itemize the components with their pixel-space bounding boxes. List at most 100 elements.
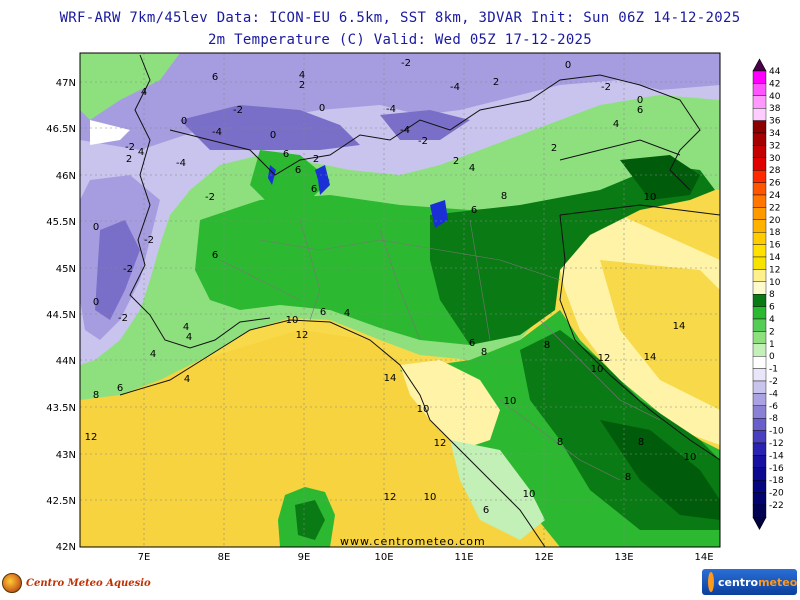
ring-logo-icon [708,572,714,592]
colorbar-swatch [752,157,767,171]
lat-label: 46N [56,171,76,182]
colorbar-swatch [752,418,767,431]
colorbar-label: 38 [769,104,781,114]
swiss-plateau-green [80,53,180,120]
lon-label: 7E [138,552,151,563]
contour-label: 6 [469,338,475,349]
contour-label: 0 [181,116,187,127]
lake-como [315,165,330,195]
contour-label: 10 [417,404,430,415]
right-logo-text-b: meteo [758,575,798,589]
contour-labels: -26 42 -4 200-2460-2-404-4-2-4-26242024-4-2… [85,58,697,516]
contour-label: -4 [176,158,186,169]
lat-label: 44N [56,356,76,367]
right-logo-text: centrometeo [718,576,797,589]
left-logo-text: Centro Meteo Aquesio [26,577,151,589]
colorbar: 4442403836343230282624222018161412108642… [752,58,784,531]
contour-label: 0 [565,60,571,71]
temperature-field: -26 42 -4 200-2460-2-404-4-2-4-26242024-4-2… [80,53,720,548]
colorbar-swatch [752,281,767,295]
colorbar-label: -6 [769,402,778,412]
colorbar-label: -4 [769,389,778,399]
tuscany-light [400,360,500,450]
lake-geneva-white [90,120,130,145]
contour-label: 0 [93,222,99,233]
contour-label: 4 [613,119,619,130]
contour-label: 10 [286,315,299,326]
colorbar-swatch [752,343,767,357]
colorbar-label: 12 [769,265,780,275]
contour-label: 10 [424,492,437,503]
lat-label: 43N [56,450,76,461]
contour-label: 8 [625,472,631,483]
contour-label: 6 [212,72,218,83]
lon-label: 8E [218,552,231,563]
contour-label: 6 [483,505,489,516]
contour-label: 6 [295,165,301,176]
colorbar-label: 16 [769,241,781,251]
colorbar-label: 0 [769,352,775,362]
centro-meteo-aquesio-logo: Centro Meteo Aquesio [2,570,151,596]
lat-label: 47N [56,78,76,89]
country-borders [129,54,701,349]
contour-label: -2 [418,136,428,147]
colorbar-swatch [752,380,767,394]
colorbar-swatch [752,107,767,121]
contour-label: 6 [283,149,289,160]
contour-label: 4 [186,332,192,343]
contour-label: 12 [598,353,611,364]
contour-label: 10 [684,452,697,463]
colorbar-label: 36 [769,117,781,127]
contour-label: 6 [320,307,326,318]
contour-label: 8 [501,191,507,202]
contour-label: 6 [637,105,643,116]
colorbar-swatch [752,467,767,481]
colorbar-label: -10 [769,427,784,437]
colorbar-swatch [752,368,767,382]
longitude-labels: 7E 8E 9E 10E 11E 12E 13E 14E [138,552,714,563]
contour-label: 8 [638,437,644,448]
colorbar-label: -16 [769,464,784,474]
colorbar-swatch [752,356,767,369]
lakes-region-green [250,150,330,205]
contour-label: 4 [183,322,189,333]
colorbar-label: -1 [769,365,778,375]
latitude-labels: 47N 46.5N 46N 45.5N 45N 44.5N 44N 43.5N … [46,78,76,553]
lon-label: 11E [454,552,473,563]
colorbar-swatch [752,480,767,493]
contour-label: 0 [319,103,325,114]
colorbar-swatch [752,244,767,258]
plot-frame [79,52,721,548]
contour-label: 2 [453,156,459,167]
contour-label: 14 [644,352,657,363]
colorbar-label: 8 [769,290,775,300]
abruzzo-deep [600,420,720,520]
colorbar-swatch [752,442,767,456]
colorbar-bottom-arrow [752,517,767,531]
sun-logo-icon [2,573,22,593]
contour-label: 8 [544,340,550,351]
header-field-valid: 2m Temperature (C) Valid: Wed 05Z 17-12-… [207,32,593,48]
centrometeo-logo[interactable]: centrometeo [702,569,797,595]
colorbar-swatch [752,95,767,109]
colorbar-swatch [752,169,767,183]
contour-label: 12 [434,438,447,449]
lon-label: 13E [614,552,633,563]
colorbar-label: 14 [769,253,781,263]
alps-mid [80,53,720,150]
coastline-istria [559,204,720,216]
colorbar-label: 1 [769,340,775,350]
colorbar-swatch [752,207,767,220]
lat-label: 45N [56,264,76,275]
contour-label: 14 [384,373,397,384]
colorbar-label: 20 [769,216,781,226]
colorbar-swatch [752,83,767,97]
contour-label: 4 [344,308,350,319]
lat-label: 42N [56,542,76,553]
watermark: www.centrometeo.com [340,535,486,548]
contour-label: 8 [481,347,487,358]
colorbar-label: -2 [769,377,778,387]
contour-label: -2 [401,58,411,69]
colorbar-swatch [752,318,767,332]
